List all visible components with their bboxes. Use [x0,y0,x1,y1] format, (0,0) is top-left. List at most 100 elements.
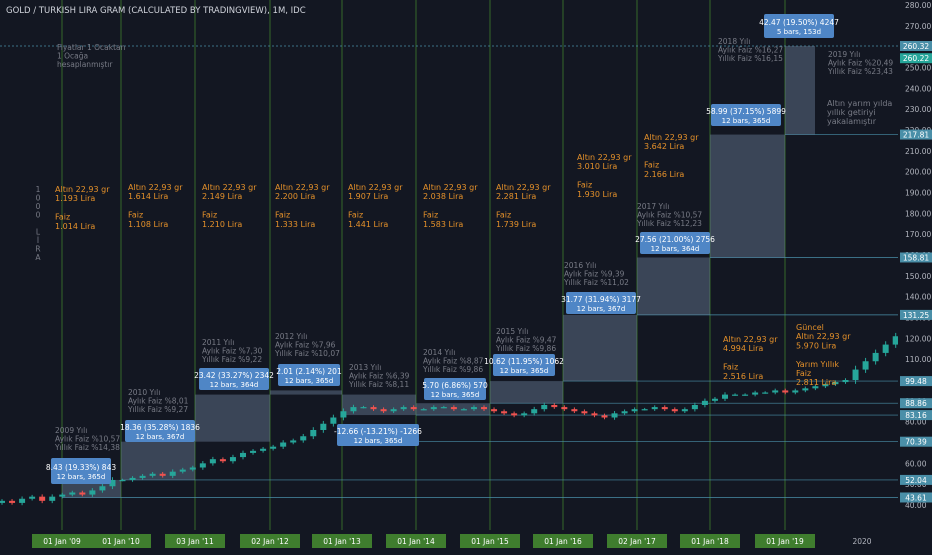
year-rate-note: 2013 Yılı [349,363,381,372]
year-orange-note: Faiz [128,211,143,220]
candle-body [300,436,307,441]
year-rate-note: 2018 Yılı [718,37,750,46]
candle-body [581,411,588,414]
vertical-lira-label: İ [37,236,39,245]
year-orange-note: 2.281 Lira [496,192,536,201]
year-orange-note: 4.994 Lira [723,344,763,353]
year-rate-note: 2012 Yılı [275,332,307,341]
time-axis-tick: 01 Jan '10 [102,537,140,546]
year-orange-note: Güncel [796,323,824,332]
price-axis-tick: 120.00 [905,334,931,343]
time-axis-tag [386,534,446,548]
candle-body [722,394,728,399]
year-orange-note: 1.108 Lira [128,220,168,229]
year-orange-note: Altın 22,93 gr [55,185,110,194]
year-orange-note: Altın 22,93 gr [275,183,330,192]
price-axis-tick: 280.00 [905,1,931,10]
price-axis-tick: 170.00 [905,230,931,239]
price-level-tag [900,376,932,387]
candle-body [862,361,869,370]
price-axis-tick: 190.00 [905,189,931,198]
candle-body [89,490,96,495]
price-axis[interactable]: 40.0050.0060.0070.0080.0090.00100.00110.… [898,0,932,550]
range-stat-value: 2.01 (2.14%) 201 [276,367,342,376]
year-orange-note: 1.739 Lira [496,220,536,229]
year-orange-note: Altın 22,93 gr [128,183,183,192]
year-rate-note: Yıllık Faiz %9,86 [422,365,483,374]
year-orange-note: Altın 22,93 gr [496,183,551,192]
candle-body [591,413,598,416]
year-range-box [490,381,563,404]
year-orange-note: 1.583 Lira [423,220,463,229]
year-rate-note: 2017 Yılı [637,202,669,211]
price-period-note: Fiyatlar 1 Ocaktan [57,43,126,52]
year-rate-note: 2009 Yılı [55,426,87,435]
year-range-box [563,314,637,382]
range-stat-box [424,378,486,400]
range-stat-value: -12.66 (-13.21%) -1266 [334,427,422,436]
candle-body [752,392,759,395]
year-orange-note: 1.930 Lira [577,190,617,199]
range-stat-bars: 12 bars, 365d [354,437,403,445]
year-orange-note: 3.010 Lira [577,162,617,171]
candle-body [792,390,799,393]
year-range-box [342,394,416,416]
candle-body [521,413,528,416]
price-axis-tick: 210.00 [905,147,931,156]
price-level-tag [900,41,932,51]
year-orange-note: Faiz [644,161,659,170]
candle-body [119,480,126,482]
candle-body [350,407,357,412]
candle-body [852,369,859,380]
candle-body [149,473,156,476]
candle-body [611,413,618,418]
year-rate-note: 2015 Yılı [496,327,528,336]
candle-body [109,480,116,487]
candle-body [782,390,789,393]
candle-body [470,407,477,410]
price-level-tag-label: 131.25 [903,311,929,320]
year-orange-note: Faiz [55,213,70,222]
price-axis-tick: 40.00 [905,501,927,510]
year-rate-note: Aylık Faiz %8,87 [423,357,484,366]
range-stat-value: 5.70 (6.86%) 570 [422,381,488,390]
time-axis[interactable]: 01 Jan '09 01 Jan '10 03 Jan '11 02 Jan '12… [0,530,932,550]
candle-body [631,409,638,412]
chart-title: GOLD / TURKISH LIRA GRAM (CALCULATED BY … [6,6,306,16]
price-level-tag-label: 88.86 [905,399,927,408]
candle-body [139,475,146,478]
year-range-box [637,257,710,315]
candle-body [691,405,698,410]
range-stat-bars: 12 bars, 365d [722,117,771,125]
time-axis-tag [460,534,520,548]
year-orange-note: 3.642 Lira [644,142,684,151]
year-orange-note: Altın 22,93 gr [423,183,478,192]
year-orange-note: 2.149 Lira [202,192,242,201]
candle-body [491,409,498,412]
price-axis-tick: 180.00 [905,209,931,218]
candle-body [39,496,46,501]
range-stat-bars: 12 bars, 367d [136,433,185,441]
price-level-tag-label: 43.61 [905,493,927,502]
candle-body [9,500,16,503]
range-stat-box [493,354,555,376]
candle-body [380,409,387,412]
range-stat-bars: 12 bars, 364d [210,381,259,389]
year-rate-note: 2011 Yılı [202,338,234,347]
vertical-lira-label: 0 [36,211,41,220]
candle-body [842,380,849,383]
candle-body [0,500,5,503]
year-rate-note: 2014 Yılı [423,348,455,357]
range-stat-value: 18.36 (35.28%) 1836 [120,423,200,432]
time-axis-tag [680,534,740,548]
price-level-tag-label: 260.32 [903,42,929,51]
year-orange-note: 5.970 Lira [796,341,836,350]
year-rate-note: Aylık Faiz %6,39 [349,372,410,381]
year-range-box [195,394,270,442]
year-rate-note: Yıllık Faiz %8,11 [348,380,409,389]
price-axis-tick: 270.00 [905,22,931,31]
candle-body [681,409,688,412]
